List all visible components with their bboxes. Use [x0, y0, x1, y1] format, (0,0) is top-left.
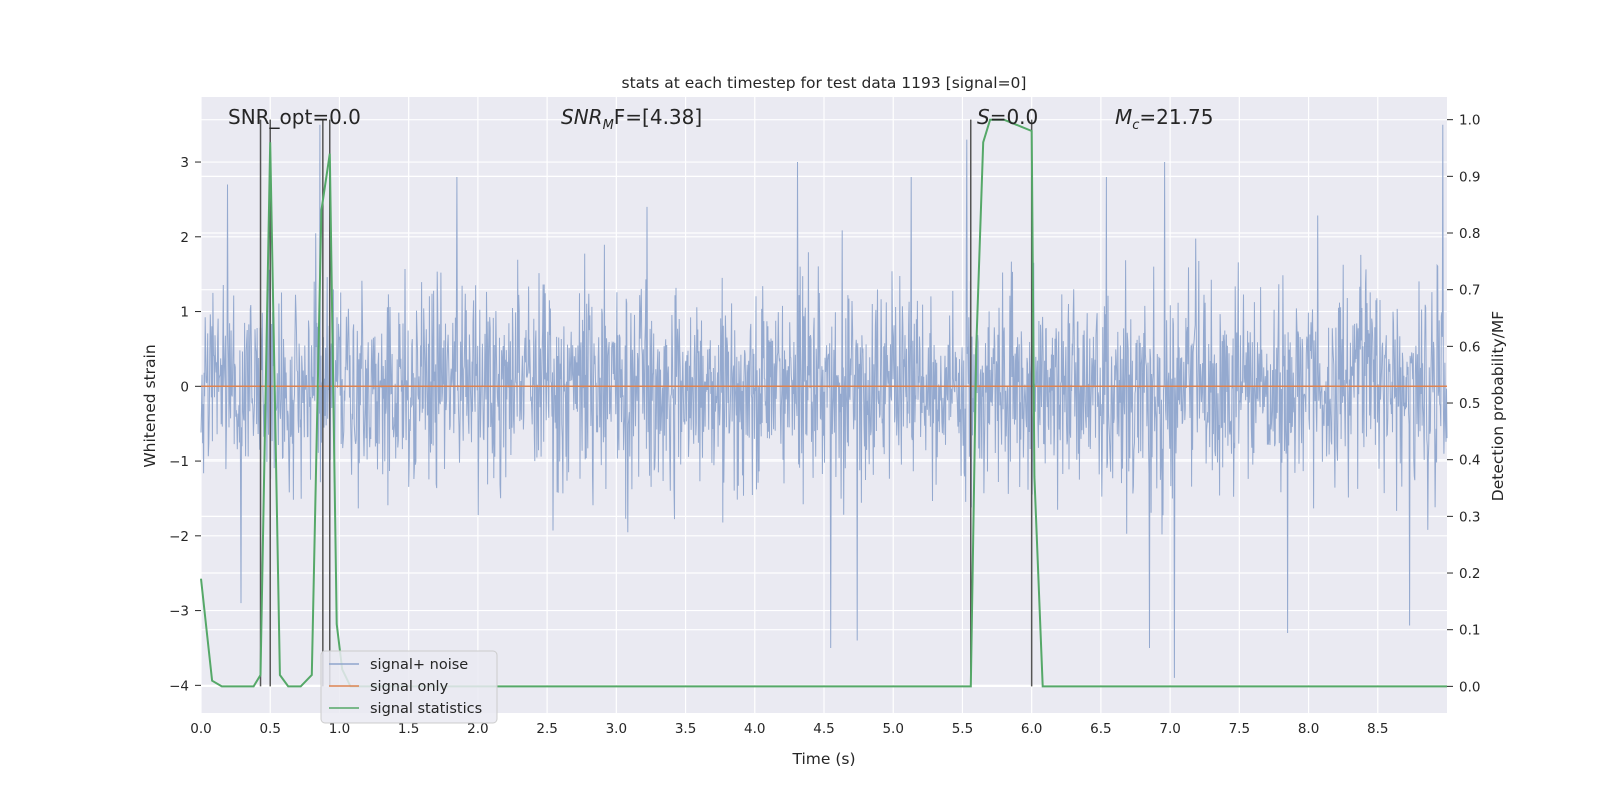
y2-axis-label: Detection probability/MF: [1489, 311, 1507, 502]
x-tick-label: 0.0: [190, 721, 211, 737]
y-tick-label: −3: [169, 604, 189, 620]
legend-label-signal: signal only: [370, 679, 449, 695]
annotation-s: S=0.0: [977, 105, 1038, 129]
x-tick-label: 8.5: [1367, 721, 1388, 737]
x-tick-label: 2.5: [536, 721, 557, 737]
series-signal-noise: [200, 124, 1448, 678]
y-tick-label: 3: [180, 155, 189, 171]
annotation-mc-sub: c: [1132, 118, 1139, 133]
stats-line: [200, 118, 1447, 688]
x-tick-label: 1.5: [398, 721, 419, 737]
x-tick-label: 7.0: [1159, 721, 1180, 737]
y2-tick-label: 0.1: [1459, 623, 1480, 639]
annotation-mc-rest: =21.75: [1139, 105, 1213, 129]
x-tick-label: 4.5: [813, 721, 834, 737]
y-tick-label: −4: [169, 678, 189, 694]
x-tick-label: 2.0: [467, 721, 488, 737]
y2-tick-label: 0.2: [1459, 566, 1480, 582]
annotation-mc-main: M: [1115, 105, 1132, 129]
y2-tick-label: 0.8: [1459, 226, 1480, 242]
legend-label-stats: signal statistics: [370, 701, 482, 717]
tick-labels: 0.0 0.5 1.0 1.5 2.0 2.5 3.0 3.5 4.0 4.5 5.0 5.5 6.0 6…: [169, 113, 1480, 737]
x-tick-label: 6.0: [1021, 721, 1042, 737]
legend-box: [320, 650, 498, 724]
x-tick-label: 3.0: [606, 721, 627, 737]
y-tick-label: 0: [180, 379, 189, 395]
annotation-mc: Mc=21.75: [1115, 105, 1213, 133]
x-tick-label: 3.5: [675, 721, 696, 737]
y2-tick-label: 0.9: [1459, 169, 1480, 185]
annotation-s-rest: =0.0: [990, 105, 1039, 129]
y2-tick-label: 0.0: [1459, 679, 1480, 695]
annotation-snr-mf-sub: M: [603, 118, 614, 133]
y-tick-label: −2: [169, 529, 189, 545]
x-axis-label: Time (s): [791, 750, 855, 768]
annotation-snr-mf-rest: F=[4.38]: [614, 105, 702, 129]
noise-line: [200, 124, 1448, 678]
x-tick-label: 5.0: [882, 721, 903, 737]
annotation-snr-opt: SNR_opt=0.0: [228, 105, 361, 129]
x-tick-label: 0.5: [259, 721, 280, 737]
y-tick-label: −1: [169, 454, 189, 470]
x-tick-label: 4.0: [744, 721, 765, 737]
annotation-snr-mf-main: SNR: [561, 105, 603, 129]
y-axis-label: Whitened strain: [141, 344, 159, 467]
x-tick-label: 7.5: [1229, 721, 1250, 737]
y-tick-label: 1: [180, 305, 189, 321]
legend: signal+ noise signal only signal statist…: [320, 650, 498, 724]
annotation-s-main: S: [977, 105, 990, 129]
y2-tick-label: 0.3: [1459, 509, 1480, 525]
y2-tick-label: 1.0: [1459, 113, 1480, 129]
y2-tick-label: 0.5: [1459, 396, 1480, 412]
x-tick-label: 5.5: [952, 721, 973, 737]
y-tick-label: 2: [180, 230, 189, 246]
y2-tick-label: 0.4: [1459, 453, 1480, 469]
chart-title: stats at each timestep for test data 119…: [622, 74, 1027, 92]
series-signal-statistics: [200, 118, 1447, 688]
annotation-snr-mf: SNRMF=[4.38]: [561, 105, 702, 133]
x-tick-label: 8.0: [1298, 721, 1319, 737]
y2-tick-label: 0.7: [1459, 283, 1480, 299]
y2-tick-label: 0.6: [1459, 339, 1480, 355]
x-tick-label: 1.0: [329, 721, 350, 737]
x-tick-label: 6.5: [1090, 721, 1111, 737]
legend-label-noise: signal+ noise: [370, 657, 468, 673]
